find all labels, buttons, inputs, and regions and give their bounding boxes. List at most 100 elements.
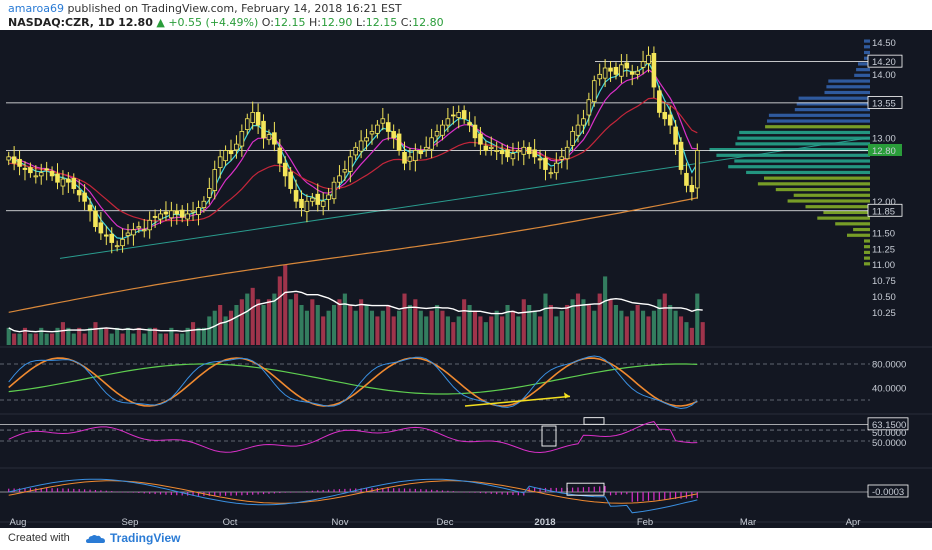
macd-hist-bar bbox=[360, 488, 362, 492]
price-tick-label: 10.75 bbox=[872, 276, 896, 287]
stoch-tick-label: 80.0000 bbox=[872, 360, 906, 371]
time-tick-label: Sep bbox=[122, 517, 139, 528]
volume-profile-bar bbox=[864, 39, 870, 43]
volume-bar bbox=[641, 310, 646, 345]
macd-hist-bar bbox=[159, 492, 162, 495]
time-tick-label: 2018 bbox=[534, 517, 555, 528]
price-tick-label: 13.00 bbox=[872, 133, 896, 144]
candle-body bbox=[385, 122, 391, 132]
macd-hist-bar bbox=[550, 487, 552, 492]
volume-bar bbox=[234, 305, 239, 345]
volume-bar bbox=[646, 316, 651, 345]
ohlc-header: NASDAQ:CZR, 1D 12.80 ▲ +0.55 (+4.49%) O:… bbox=[8, 16, 444, 29]
volume-bar bbox=[532, 310, 537, 345]
candle-body bbox=[282, 162, 288, 177]
macd-hist-bar bbox=[512, 492, 514, 496]
macd-hist-bar bbox=[51, 488, 53, 492]
footer: Created with TradingView bbox=[0, 528, 932, 550]
volume-bar bbox=[537, 316, 543, 345]
volume-bar bbox=[104, 327, 109, 345]
volume-bar bbox=[256, 299, 261, 345]
candle-body bbox=[228, 150, 234, 155]
volume-bar bbox=[608, 299, 613, 345]
close-label: C: bbox=[400, 16, 413, 29]
volume-bar bbox=[597, 293, 602, 345]
macd-hist-bar bbox=[414, 488, 416, 492]
volume-bar bbox=[218, 305, 223, 345]
macd-hist-bar bbox=[696, 492, 698, 499]
candle-body bbox=[158, 213, 163, 220]
macd-hist-bar bbox=[214, 492, 216, 496]
macd-hist-bar bbox=[675, 492, 677, 499]
volume-bar bbox=[136, 327, 141, 345]
macd-hist-bar bbox=[441, 490, 444, 492]
volume-bar bbox=[380, 310, 385, 345]
volume-bar bbox=[440, 310, 445, 345]
low-label: L: bbox=[355, 16, 366, 29]
macd-hist-bar bbox=[620, 492, 622, 495]
macd-hist-bar bbox=[680, 492, 682, 499]
candle-body bbox=[185, 213, 190, 220]
candle-body bbox=[326, 194, 331, 200]
volume-profile-bar bbox=[835, 222, 870, 226]
volume-bar bbox=[33, 333, 38, 345]
publish-info: published on TradingView.com, February 1… bbox=[67, 2, 402, 15]
candle-body bbox=[261, 120, 266, 139]
macd-hist-bar bbox=[615, 492, 617, 495]
candle-body bbox=[532, 149, 537, 158]
price-tick-label: 12.80 bbox=[872, 146, 896, 157]
candle-body bbox=[147, 219, 152, 231]
macd-hist-bar bbox=[62, 488, 64, 492]
volume-profile-bar bbox=[798, 96, 870, 100]
symbol-label: NASDAQ:CZR, 1D bbox=[8, 16, 115, 29]
candle-body bbox=[131, 229, 136, 236]
macd-hist-bar bbox=[485, 492, 487, 494]
volume-bar bbox=[586, 305, 591, 345]
tradingview-brand[interactable]: TradingView bbox=[110, 531, 181, 545]
volume-bar bbox=[456, 316, 461, 345]
candle-body bbox=[678, 141, 684, 170]
candle-body bbox=[380, 118, 386, 124]
candle-body bbox=[179, 209, 185, 218]
volume-bar bbox=[581, 299, 586, 345]
candle-body bbox=[331, 181, 337, 200]
volume-bar bbox=[299, 305, 304, 345]
macd-hist-bar bbox=[132, 492, 135, 493]
volume-bar bbox=[315, 305, 320, 345]
volume-bar bbox=[39, 327, 44, 345]
candle-body bbox=[320, 200, 326, 207]
volume-bar bbox=[223, 316, 228, 345]
divergence-arrow bbox=[464, 395, 571, 407]
level-price-tag bbox=[867, 54, 903, 68]
volume-profile-bar bbox=[854, 73, 870, 77]
rsi-highlight-box bbox=[541, 425, 557, 447]
volume-bar bbox=[472, 310, 478, 345]
macd-hist-bar bbox=[73, 488, 75, 492]
volume-profile-bar bbox=[864, 239, 870, 243]
time-tick-label: Mar bbox=[740, 517, 756, 528]
volume-profile-bar bbox=[864, 45, 870, 49]
volume-bar bbox=[163, 333, 169, 345]
stoch-k-line bbox=[8, 355, 698, 410]
volume-bar bbox=[77, 327, 82, 345]
volume-bar bbox=[22, 327, 28, 345]
trend-line bbox=[59, 137, 871, 259]
macd-line bbox=[8, 478, 698, 514]
candle-body bbox=[467, 122, 472, 126]
volume-bar bbox=[261, 305, 266, 345]
candle-body bbox=[141, 229, 147, 232]
candle-body bbox=[212, 169, 218, 191]
price-chart[interactable]: 14.50 14.20 14.00 13.55 13.00 12.80 12.0011.85… bbox=[0, 30, 932, 528]
macd-hist-bar bbox=[577, 487, 579, 492]
macd-hist-bar bbox=[67, 488, 69, 492]
candle-body bbox=[109, 233, 115, 243]
candle-body bbox=[163, 211, 169, 215]
candle-body bbox=[250, 112, 255, 123]
macd-hist-bar bbox=[8, 488, 10, 492]
volume-bar bbox=[570, 299, 575, 345]
macd-hist-bar bbox=[111, 491, 113, 492]
volume-bar bbox=[44, 333, 49, 345]
volume-bar bbox=[434, 305, 440, 345]
volume-bar bbox=[516, 316, 521, 345]
author-link[interactable]: amaroa69 bbox=[8, 2, 64, 15]
